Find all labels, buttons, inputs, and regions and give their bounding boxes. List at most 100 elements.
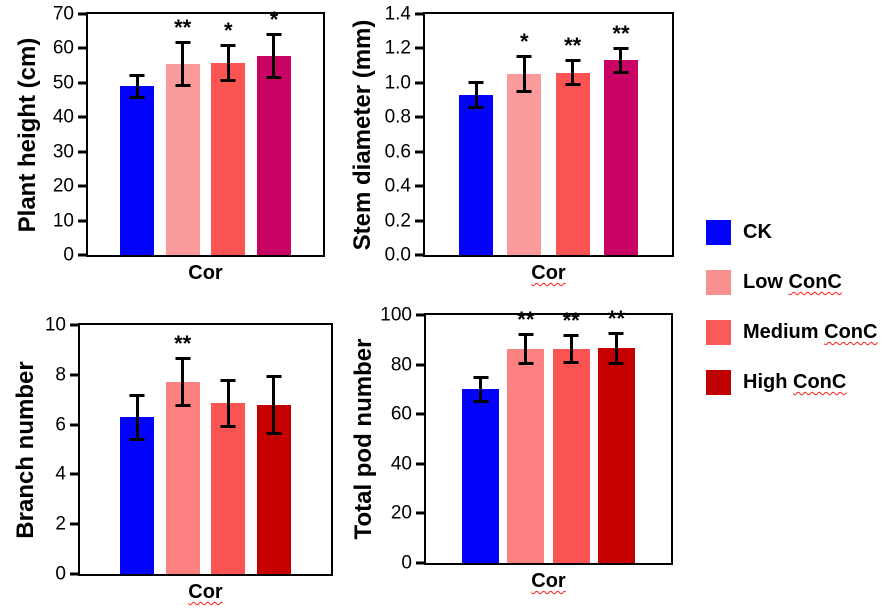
error-bar xyxy=(129,73,145,99)
y-tick-mark xyxy=(416,462,424,466)
bar-medium-conc xyxy=(211,403,246,574)
chart-total-pod-number: Total pod number 0 20 40 60 80 100 ** ** ** Cor xyxy=(350,305,673,592)
legend-swatch-low-conc xyxy=(706,270,731,295)
y-tick-label: 100 xyxy=(380,304,412,326)
y-tick-label: 0.6 xyxy=(384,141,411,163)
error-bar-line xyxy=(272,32,276,80)
bar-group-high-conc xyxy=(256,325,291,574)
y-tick-label: 50 xyxy=(52,72,74,94)
bar-group-low-conc: ** xyxy=(165,325,200,574)
bar-medium-conc xyxy=(211,62,246,255)
bar-group-high-conc: ** xyxy=(597,305,635,563)
y-tick-mark xyxy=(70,373,78,377)
y-tick-label: 60 xyxy=(52,37,74,59)
bar-ck xyxy=(120,86,154,255)
significance-marker: * xyxy=(269,6,279,32)
y-tick-mark xyxy=(78,81,86,85)
error-bar xyxy=(516,55,532,94)
error-bar-line xyxy=(614,331,618,365)
error-bar-line xyxy=(522,55,526,94)
y-tick-label: 0 xyxy=(401,552,412,574)
bar-group-medium-conc: ** xyxy=(552,310,590,563)
error-bar xyxy=(129,393,145,442)
error-bar-line xyxy=(569,334,573,364)
error-bar xyxy=(220,43,236,83)
bars-area: ** xyxy=(80,325,331,574)
y-tick-label: 0.0 xyxy=(384,244,411,266)
y-axis-title: Stem diameter (mm) xyxy=(349,19,376,250)
legend-swatch-ck xyxy=(706,220,731,245)
y-axis-title: Total pod number xyxy=(350,338,377,540)
error-bar xyxy=(518,333,534,365)
legend-item-ck: CK xyxy=(706,220,877,245)
legend-label-low-conc: Low ConC xyxy=(743,271,842,294)
legend-label-marked-text: ConC xyxy=(788,271,842,293)
legend-label-text: Low xyxy=(743,271,789,293)
y-tick-mark xyxy=(415,115,423,119)
legend-label-marked-text: ConC xyxy=(824,321,878,343)
y-tick-label: 0 xyxy=(55,563,66,585)
significance-marker: * xyxy=(224,17,233,43)
significance-marker: ** xyxy=(612,20,630,46)
bar-high-conc xyxy=(603,60,638,255)
legend-swatch-medium-conc xyxy=(706,320,731,345)
y-tick-mark xyxy=(78,12,86,16)
y-tick-label: 0.2 xyxy=(384,210,411,232)
bar-group-high-conc: ** xyxy=(603,14,638,255)
y-tick-mark xyxy=(78,219,86,223)
y-tick-label: 2 xyxy=(55,513,66,535)
legend-label-ck: CK xyxy=(743,221,772,244)
bar-group-ck xyxy=(120,325,154,574)
legend-label-marked-text: ConC xyxy=(793,371,847,393)
significance-marker: ** xyxy=(174,14,192,40)
bar-group-ck xyxy=(459,14,493,255)
error-bar xyxy=(565,58,581,87)
y-tick-label: 0.8 xyxy=(384,106,411,128)
y-axis-title: Plant height (cm) xyxy=(14,37,41,232)
legend-label-text: High xyxy=(743,371,793,393)
y-tick-label: 4 xyxy=(55,463,66,485)
x-axis-label-text: Cor xyxy=(531,262,566,284)
y-tick-mark xyxy=(70,323,78,327)
bar-medium-conc xyxy=(555,72,590,255)
legend: CK Low ConC Medium ConC High ConC xyxy=(706,220,877,395)
y-tick-label: 10 xyxy=(52,210,74,232)
error-bar-line xyxy=(571,58,575,87)
bar-group-low-conc: ** xyxy=(507,307,545,563)
y-tick-mark xyxy=(70,522,78,526)
x-axis-label: Cor xyxy=(188,581,222,604)
x-axis-label-text: Cor xyxy=(188,262,223,284)
y-tick-mark xyxy=(416,511,424,515)
bar-group-medium-conc xyxy=(211,325,246,574)
error-bar-line xyxy=(524,333,528,365)
y-tick-label: 1.0 xyxy=(384,72,411,94)
legend-label-text: CK xyxy=(743,221,772,243)
legend-swatch-high-conc xyxy=(706,370,731,395)
error-bar xyxy=(473,375,488,404)
y-tick-mark xyxy=(415,12,423,16)
significance-marker: ** xyxy=(517,307,535,333)
error-bar xyxy=(175,40,191,88)
y-tick-mark xyxy=(78,115,86,119)
y-tick-label: 0 xyxy=(63,244,74,266)
y-tick-mark xyxy=(415,46,423,50)
y-tick-label: 20 xyxy=(52,175,74,197)
bar-group-high-conc: * xyxy=(256,6,291,255)
legend-label-text: Medium xyxy=(743,321,825,343)
bars-area: ** ** ** xyxy=(426,305,671,563)
y-tick-label: 30 xyxy=(52,141,74,163)
bar-group-ck xyxy=(120,14,154,255)
significance-marker: ** xyxy=(607,305,626,331)
error-bar xyxy=(266,374,282,435)
bar-low-conc xyxy=(507,74,542,255)
error-bar-line xyxy=(135,393,139,441)
bar-group-ck xyxy=(462,315,499,563)
y-tick-mark xyxy=(415,219,423,223)
y-tick-mark xyxy=(70,472,78,476)
error-bar-line xyxy=(181,357,185,408)
error-bar-line xyxy=(181,40,185,87)
y-tick-label: 40 xyxy=(390,453,412,475)
error-bar xyxy=(175,357,191,408)
error-bar-line xyxy=(474,81,478,109)
